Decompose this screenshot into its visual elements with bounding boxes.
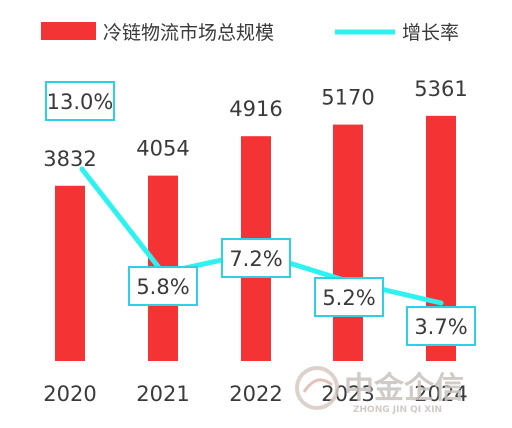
growth-label-box <box>45 81 115 121</box>
growth-label-text: 5.2% <box>322 286 375 310</box>
watermark-name: 中金企信 <box>344 371 464 406</box>
growth-label-2022: 7.2% <box>221 238 291 278</box>
growth-label-text: 5.8% <box>136 275 189 299</box>
watermark: 中金企信 ZHONG JIN QI XIN <box>295 366 464 415</box>
legend: 冷链物流市场总规模 增长率 <box>41 22 459 44</box>
growth-label-2020: 13.0% <box>45 81 115 121</box>
bar-value-label: 3832 <box>43 147 96 171</box>
growth-label-text: 7.2% <box>229 247 282 271</box>
growth-label-box <box>221 238 291 278</box>
bar-2020 <box>55 185 85 361</box>
x-tick-label: 2020 <box>43 382 96 406</box>
bar-value-label: 4054 <box>136 137 189 161</box>
x-axis-labels: 2020 2021 2022 2023 2024 <box>43 382 467 406</box>
growth-label-text: 3.7% <box>414 315 467 339</box>
legend-bar-label: 冷链物流市场总规模 <box>103 22 274 44</box>
growth-label-box <box>314 277 384 317</box>
bar-value-label: 4916 <box>229 97 282 121</box>
growth-label-2024: 3.7% <box>406 306 476 346</box>
bar-labels: 3832 4054 4916 5170 5361 <box>43 77 467 171</box>
growth-label-text: 13.0% <box>47 90 114 114</box>
watermark-logo-icon <box>295 366 339 410</box>
growth-point <box>438 300 444 306</box>
bar-value-label: 5361 <box>414 77 467 101</box>
x-tick-label: 2022 <box>229 382 282 406</box>
growth-labels: 13.0% 5.8% 7.2% 5.2% 3.7% <box>45 81 476 346</box>
bar-2023 <box>333 124 363 361</box>
growth-label-box <box>406 306 476 346</box>
x-tick-label: 2024 <box>414 382 467 406</box>
bar-value-label: 5170 <box>321 86 374 110</box>
growth-point <box>79 166 85 172</box>
growth-label-2023: 5.2% <box>314 277 384 317</box>
watermark-swirl-icon <box>302 378 333 393</box>
growth-label-box <box>128 266 198 306</box>
growth-label-2021: 5.8% <box>128 266 198 306</box>
watermark-pinyin: ZHONG JIN QI XIN <box>353 405 442 415</box>
legend-bar-swatch <box>41 22 96 40</box>
x-tick-label: 2021 <box>136 382 189 406</box>
legend-line-label: 增长率 <box>402 22 459 44</box>
